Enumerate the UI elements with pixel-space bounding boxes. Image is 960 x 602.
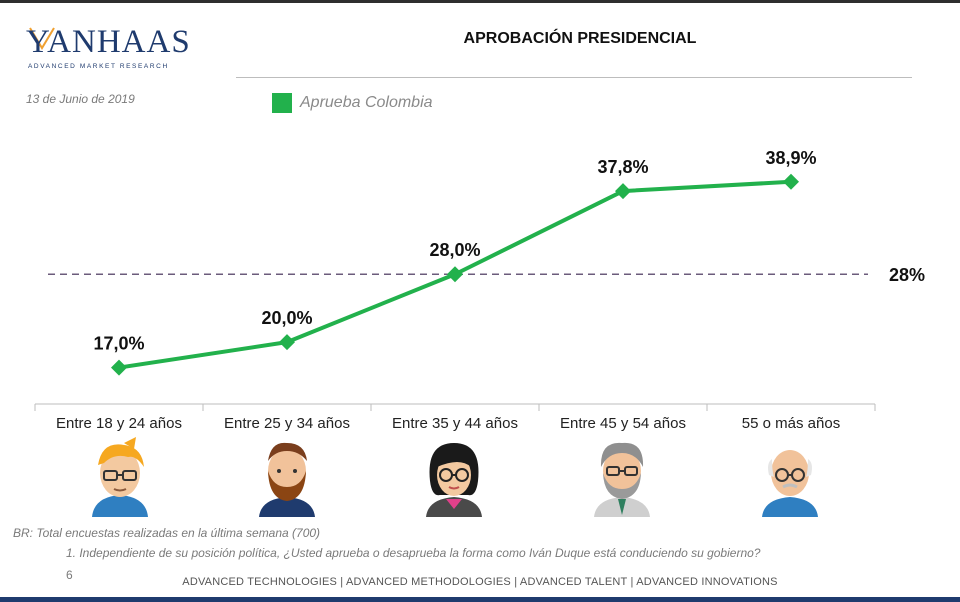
report-date: 13 de Junio de 2019	[26, 92, 135, 106]
page-number: 6	[66, 568, 73, 582]
x-tick-label: Entre 35 y 44 años	[392, 415, 518, 432]
bottom-bar	[0, 597, 960, 602]
young-man-avatar-icon	[92, 437, 148, 517]
data-label: 28,0%	[429, 240, 480, 260]
line-chart: 28% Entre 18 y 24 años Entre 25 y 34 años E…	[34, 148, 925, 432]
title-divider	[236, 77, 912, 78]
footer-tagline: ADVANCED TECHNOLOGIES | ADVANCED METHODO…	[182, 576, 778, 588]
logo-accent-icon	[29, 27, 55, 50]
legend-label: Aprueba Colombia	[300, 94, 433, 111]
page-title: APROBACIÓN PRESIDENCIAL	[463, 30, 697, 47]
x-tick-label: Entre 18 y 24 años	[56, 415, 182, 432]
older-man-avatar-icon	[762, 450, 818, 517]
base-note: BR: Total encuestas realizadas en la últ…	[13, 526, 321, 540]
data-label: 20,0%	[261, 308, 312, 328]
x-tick-label: Entre 45 y 54 años	[560, 415, 686, 432]
top-rule	[0, 0, 960, 3]
data-label: 17,0%	[93, 334, 144, 354]
data-point	[111, 359, 127, 376]
chart-legend: Aprueba Colombia	[272, 93, 433, 113]
x-tick-label: 55 o más años	[742, 415, 840, 432]
data-point	[783, 173, 799, 190]
bearded-man-avatar-icon	[259, 442, 315, 517]
woman-avatar-icon	[426, 443, 482, 517]
data-label: 37,8%	[597, 157, 648, 177]
data-point	[279, 334, 295, 351]
gray-haired-man-avatar-icon	[594, 442, 650, 517]
data-point	[447, 266, 463, 283]
data-label: 38,9%	[765, 148, 816, 168]
question-note: 1. Independiente de su posición política…	[66, 546, 761, 560]
logo-wordmark: YANHAAS	[26, 24, 191, 60]
brand-logo: YANHAAS ADVANCED MARKET RESEARCH	[26, 24, 190, 76]
logo-tagline: ADVANCED MARKET RESEARCH	[28, 63, 169, 70]
x-tick-label: Entre 25 y 34 años	[224, 415, 350, 432]
data-point	[615, 183, 631, 200]
legend-swatch	[272, 93, 292, 113]
reference-label: 28%	[889, 265, 925, 285]
